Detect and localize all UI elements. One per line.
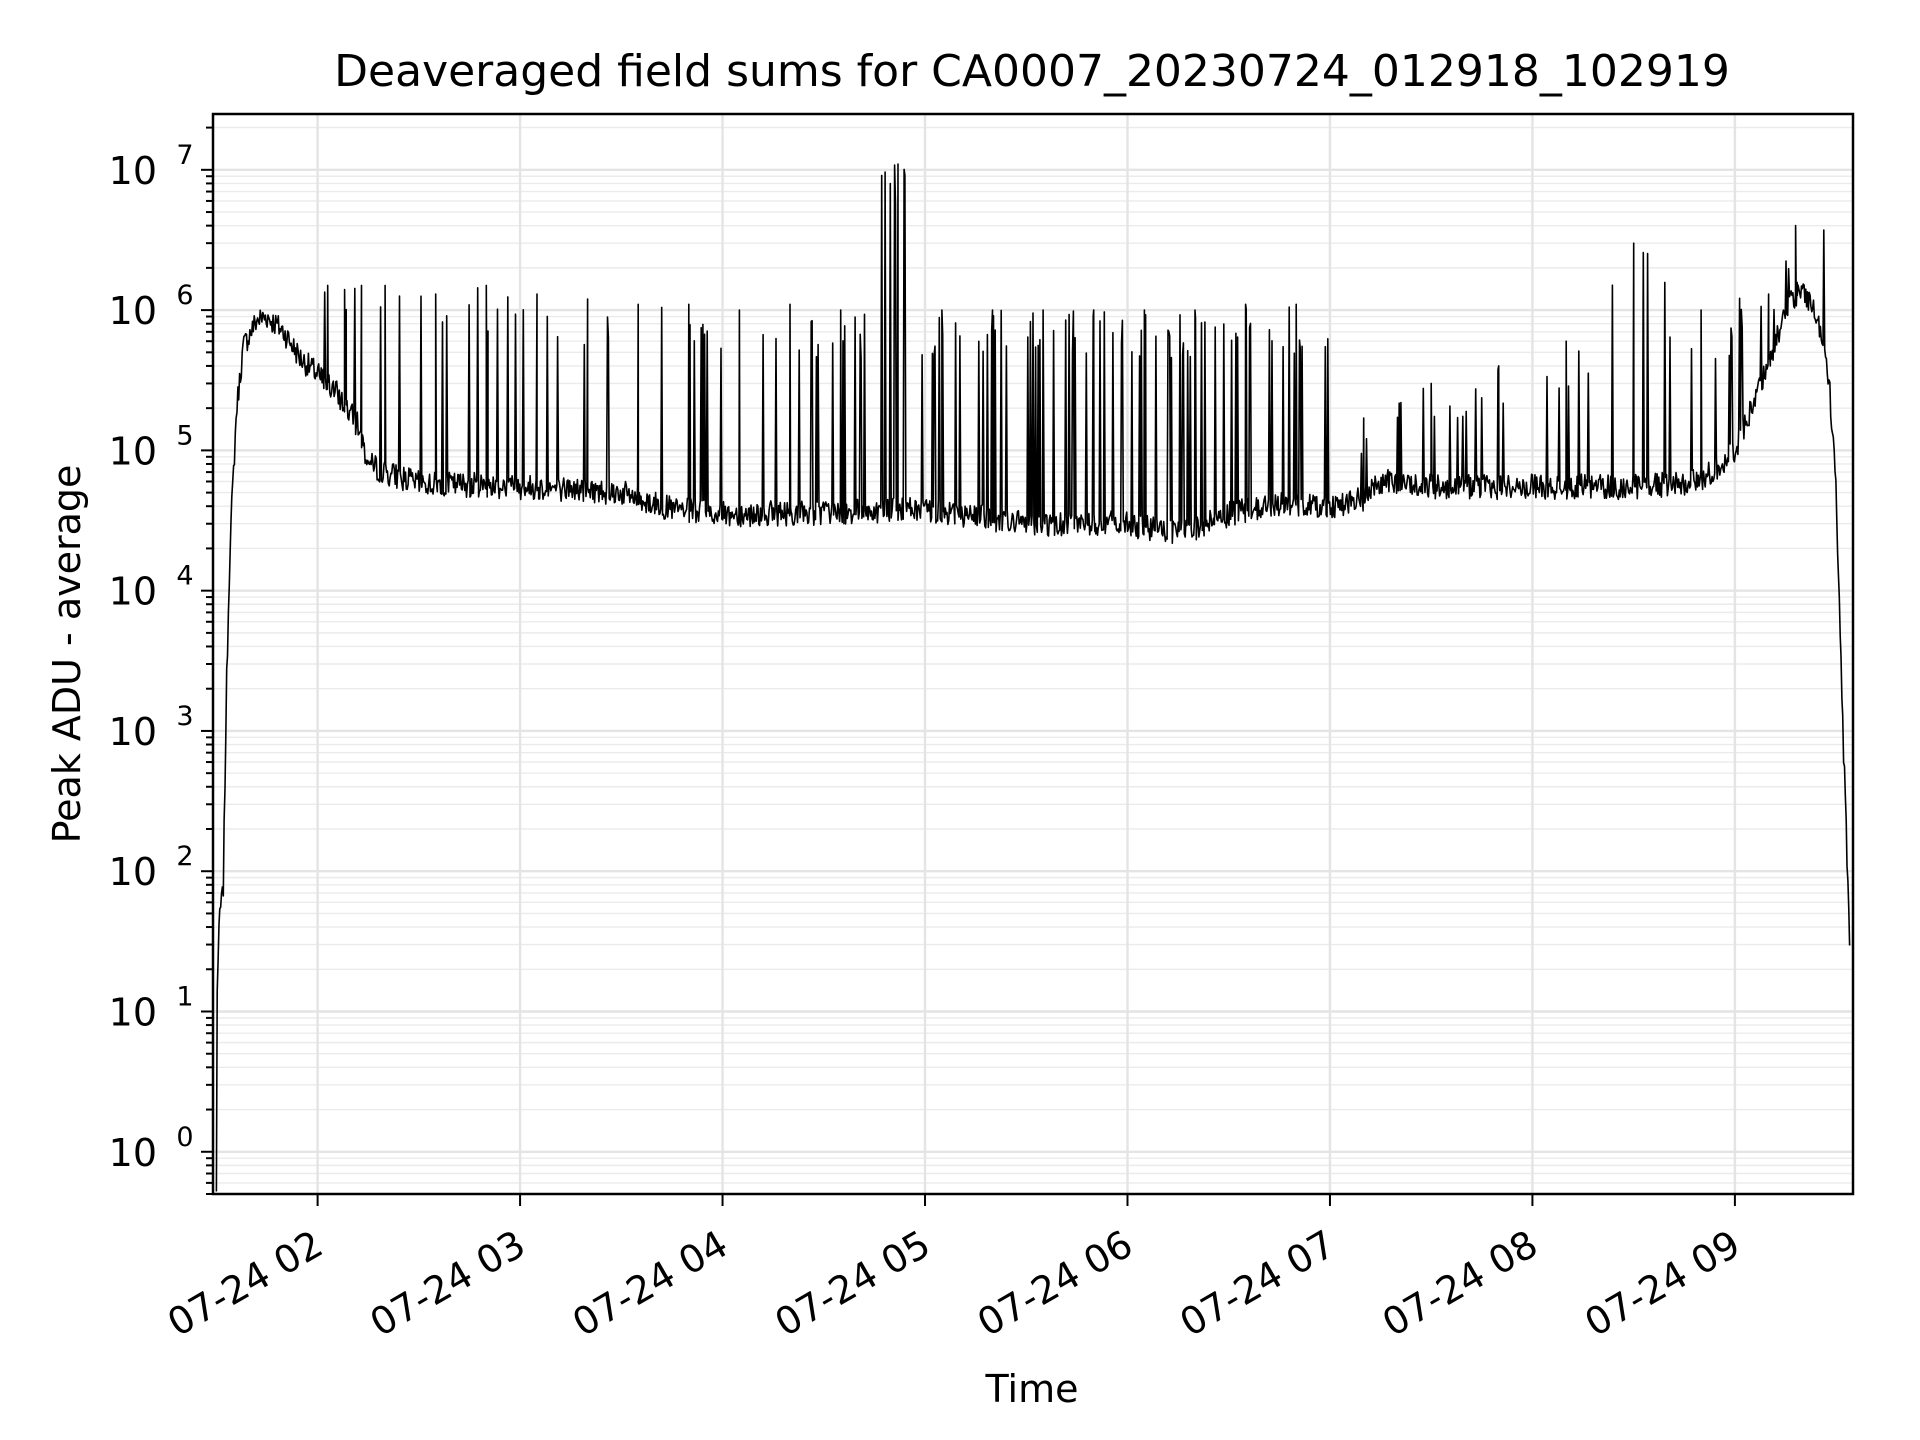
y-tick-label: 10: [109, 1131, 157, 1175]
series-group: [215, 163, 1851, 1192]
y-tick-exponent: 4: [176, 561, 193, 592]
x-axis-label: Time: [985, 1367, 1079, 1411]
plot-frame: [211, 112, 1855, 1196]
y-axis-label: Peak ADU - average: [45, 465, 89, 844]
y-tick-exponent: 3: [176, 701, 193, 732]
y-tick-label: 10: [109, 429, 157, 473]
y-tick-label: 10: [109, 990, 157, 1034]
y-tick-label: 10: [109, 570, 157, 614]
y-tick-exponent: 0: [176, 1122, 193, 1153]
ticks: [201, 126, 1736, 1206]
y-tick-exponent: 6: [176, 280, 193, 311]
chart-title: Deaveraged field sums for CA0007_2023072…: [334, 46, 1730, 97]
y-tick-exponent: 7: [176, 140, 193, 171]
y-tick-label: 10: [109, 850, 157, 894]
y-tick-label: 10: [109, 289, 157, 333]
y-tick-label: 10: [109, 710, 157, 754]
series-line: [215, 163, 1851, 1192]
y-tick-label: 10: [109, 149, 157, 193]
y-tick-exponent: 5: [176, 420, 193, 451]
y-tick-exponent: 2: [176, 841, 193, 872]
y-tick-labels: 10 0 10 1 10 2 10 3 10 4 10 5 10 6 10 7: [109, 140, 194, 1175]
y-tick-exponent: 1: [176, 981, 193, 1012]
